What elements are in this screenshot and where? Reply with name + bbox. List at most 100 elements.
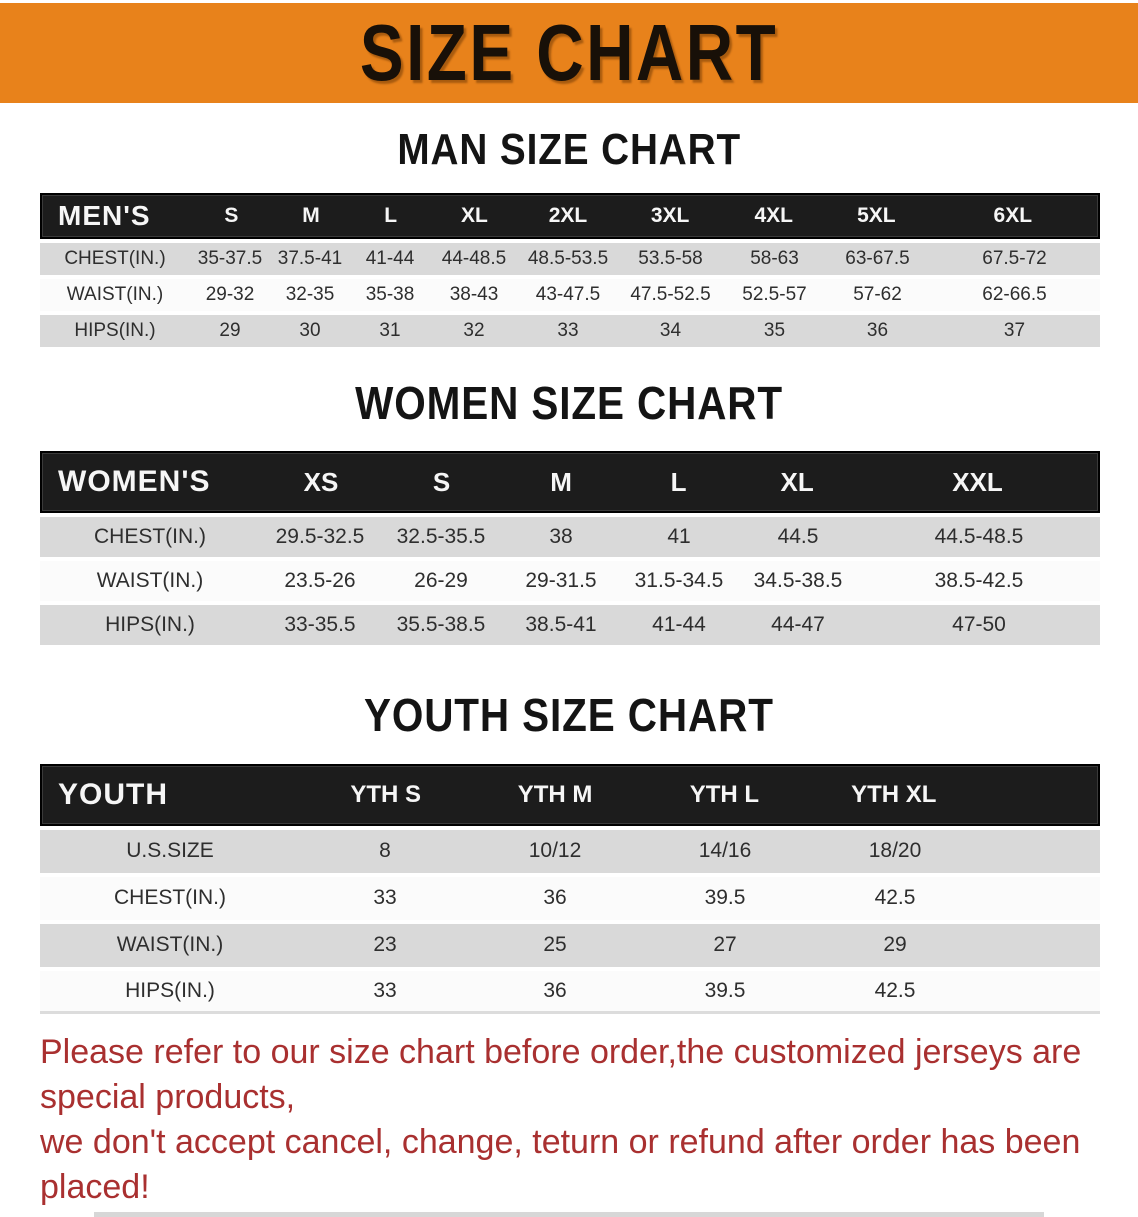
row-label: WAIST(IN.) [96, 569, 204, 593]
size-value-cell: 29-32 [205, 284, 255, 306]
table-row: WAIST(IN.) 23 25 27 29 [40, 923, 1100, 967]
size-column-header: L [384, 204, 398, 228]
size-value-cell: 39.5 [704, 886, 746, 910]
row-label: HIPS(IN.) [74, 320, 156, 342]
size-value-cell: 33 [373, 978, 397, 1002]
size-column-header: 6XL [993, 204, 1033, 228]
men-header-label: MEN'S [58, 200, 151, 232]
row-label: CHEST(IN.) [64, 248, 166, 270]
size-value-cell: 43-47.5 [535, 284, 601, 306]
women-header-label: WOMEN'S [58, 465, 211, 499]
size-value-cell: 35-37.5 [197, 248, 263, 270]
youth-heading-text: YOUTH SIZE CHART [364, 689, 774, 742]
size-column-header: XS [303, 466, 339, 497]
size-value-cell: 34 [659, 320, 682, 342]
size-value-cell: 44.5 [777, 525, 819, 549]
size-column-header: S [432, 466, 451, 497]
disclaimer-line-2: we don't accept cancel, change, teturn o… [40, 1122, 1081, 1206]
size-value-cell: 30 [299, 320, 321, 342]
size-value-cell: 29.5-32.5 [275, 525, 365, 549]
row-label: CHEST(IN.) [94, 525, 206, 549]
size-value-cell: 38.5-42.5 [934, 569, 1024, 593]
size-column-header: 2XL [548, 204, 588, 228]
youth-section-heading: YOUTH SIZE CHART [0, 689, 1138, 742]
size-value-cell: 67.5-72 [982, 248, 1047, 270]
size-value-cell: 33 [373, 886, 397, 910]
size-value-cell: 38-43 [449, 284, 499, 306]
size-value-cell: 57-62 [853, 284, 902, 306]
table-row: HIPS(IN.) 33 36 39.5 42.5 [40, 970, 1100, 1014]
size-value-cell: 44-48.5 [441, 248, 507, 270]
banner-title: SIZE CHART [359, 8, 779, 97]
size-value-cell: 38.5-41 [525, 613, 597, 637]
size-column-header: 5XL [857, 204, 896, 228]
size-value-cell: 27 [713, 933, 737, 957]
size-value-cell: 48.5-53.5 [527, 248, 609, 270]
size-column-header: 4XL [754, 204, 793, 228]
size-column-header: YTH S [350, 780, 422, 808]
table-row: U.S.SIZE 8 10/12 14/16 18/20 [40, 829, 1100, 873]
table-row: HIPS(IN.) 33-35.5 35.5-38.5 38.5-41 41-4… [40, 605, 1100, 646]
size-column-header: 3XL [650, 204, 690, 228]
size-value-cell: 63-67.5 [845, 248, 910, 270]
size-value-cell: 10/12 [528, 839, 582, 863]
youth-header-label: YOUTH [58, 777, 168, 811]
disclaimer-line-1: Please refer to our size chart before or… [40, 1032, 1082, 1116]
youth-size-table: YOUTH YTH S YTH M YTH L YTH XL U.S.SIZE … [40, 763, 1100, 1014]
size-value-cell: 36 [866, 320, 889, 342]
size-value-cell: 44-47 [771, 613, 825, 637]
size-value-cell: 38 [549, 525, 573, 549]
size-value-cell: 41-44 [652, 613, 706, 637]
women-table-header: WOMEN'S XS S M L XL XXL [40, 451, 1100, 514]
size-value-cell: 35 [763, 320, 786, 342]
size-column-header: YTH L [689, 780, 760, 808]
bottom-divider [94, 1211, 1044, 1217]
size-value-cell: 8 [379, 839, 391, 863]
size-value-cell: 31.5-34.5 [634, 569, 724, 593]
row-label: HIPS(IN.) [125, 978, 215, 1002]
men-table-header: MEN'S S M L XL 2XL 3XL 4XL 5XL 6XL [40, 193, 1100, 240]
women-heading-text: WOMEN SIZE CHART [355, 377, 783, 430]
size-value-cell: 34.5-38.5 [753, 569, 843, 593]
youth-table-header: YOUTH YTH S YTH M YTH L YTH XL [40, 763, 1100, 826]
table-row: CHEST(IN.) 29.5-32.5 32.5-35.5 38 41 44.… [40, 517, 1100, 558]
size-value-cell: 47-50 [952, 613, 1006, 637]
size-value-cell: 25 [543, 933, 567, 957]
row-label: HIPS(IN.) [105, 613, 195, 637]
size-value-cell: 23.5-26 [284, 569, 356, 593]
table-row: CHEST(IN.) 35-37.5 37.5-41 41-44 44-48.5… [40, 243, 1100, 276]
table-row: HIPS(IN.) 29 30 31 32 33 34 35 36 37 [40, 315, 1100, 348]
size-value-cell: 53.5-58 [638, 248, 703, 270]
size-value-cell: 33-35.5 [284, 613, 356, 637]
women-size-table: WOMEN'S XS S M L XL XXL CHEST(IN.) 29.5-… [40, 451, 1100, 646]
size-value-cell: 47.5-52.5 [630, 284, 711, 306]
men-section-heading: MAN SIZE CHART [0, 125, 1138, 174]
size-column-header: L [670, 466, 687, 497]
size-column-header: YTH XL [851, 780, 937, 808]
row-label: WAIST(IN.) [66, 284, 164, 306]
size-value-cell: 42.5 [874, 978, 916, 1002]
table-row: CHEST(IN.) 33 36 39.5 42.5 [40, 876, 1100, 920]
size-column-header: S [224, 204, 239, 228]
size-value-cell: 33 [557, 320, 579, 342]
size-value-cell: 36 [543, 978, 567, 1002]
size-column-header: XL [460, 204, 488, 228]
size-value-cell: 36 [543, 886, 567, 910]
disclaimer-text: Please refer to our size chart before or… [40, 1030, 1138, 1210]
row-label: U.S.SIZE [126, 839, 214, 863]
row-label: WAIST(IN.) [116, 933, 224, 957]
size-column-header: M [302, 204, 320, 228]
size-chart-banner: SIZE CHART [0, 3, 1138, 103]
size-column-header: XXL [952, 466, 1003, 497]
size-value-cell: 31 [379, 320, 401, 342]
size-value-cell: 41 [667, 525, 691, 549]
size-column-header: XL [780, 466, 814, 497]
size-value-cell: 44.5-48.5 [934, 525, 1024, 549]
size-column-header: M [550, 466, 572, 497]
men-heading-text: MAN SIZE CHART [397, 125, 741, 174]
size-value-cell: 26-29 [414, 569, 468, 593]
size-value-cell: 52.5-57 [742, 284, 807, 306]
size-column-header: YTH M [517, 780, 593, 808]
size-value-cell: 23 [373, 933, 397, 957]
size-value-cell: 35.5-38.5 [396, 613, 486, 637]
